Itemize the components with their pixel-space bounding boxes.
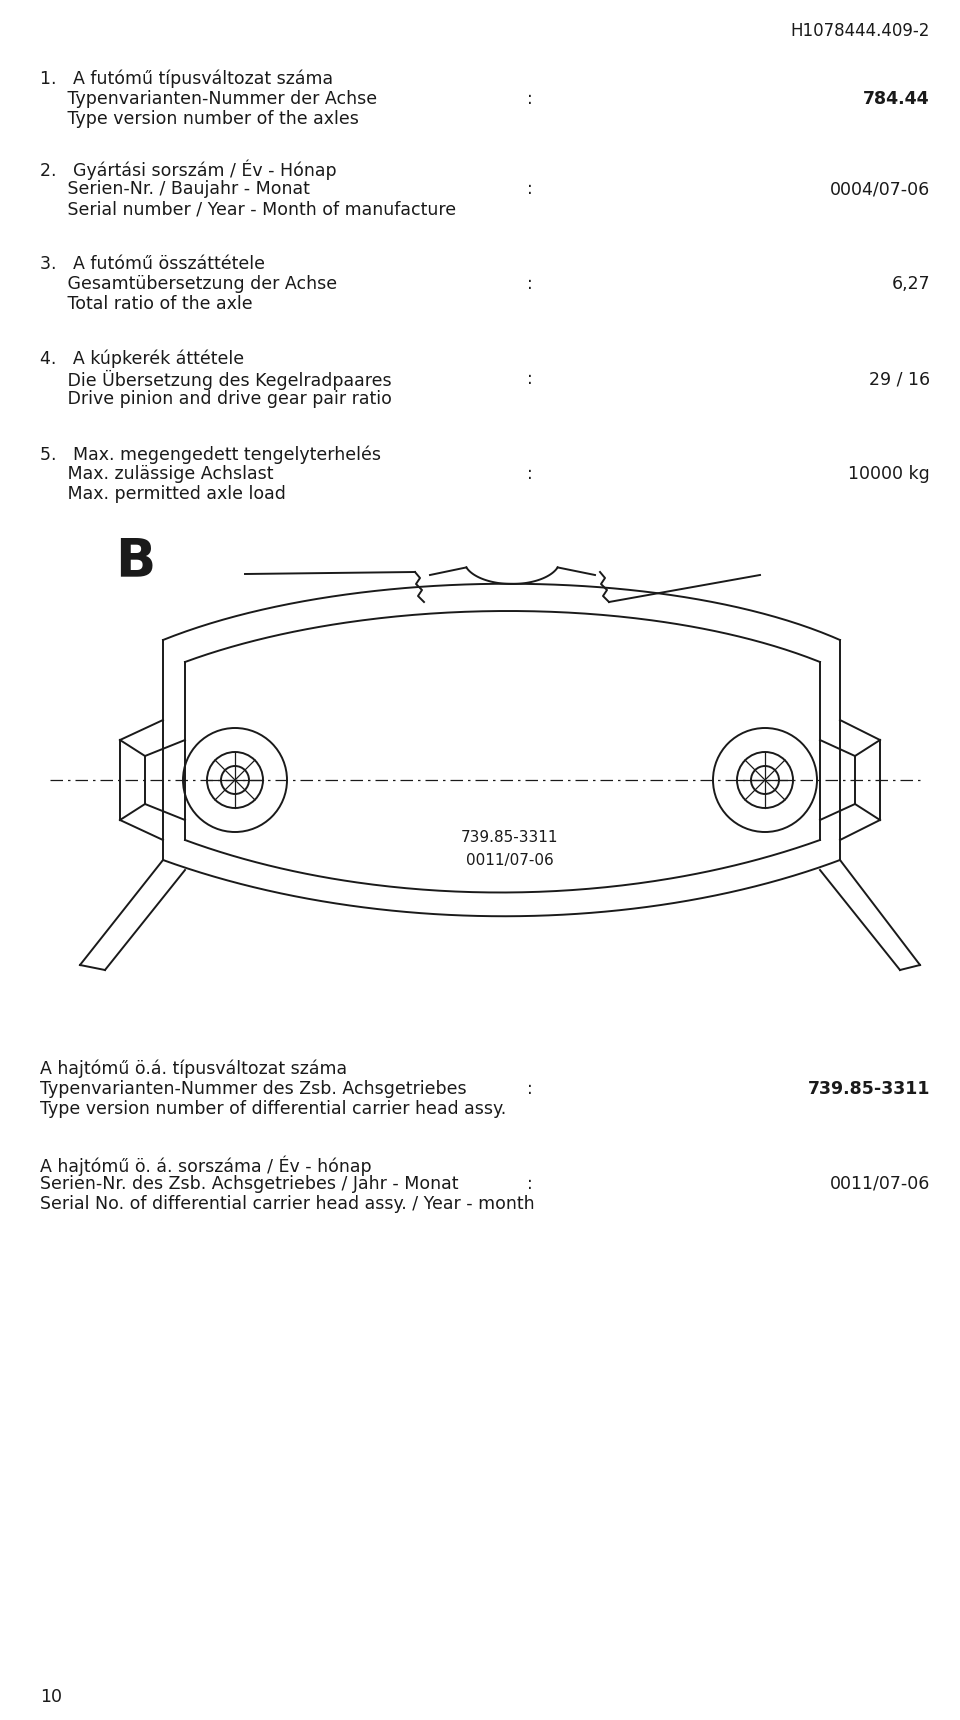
Text: 0011/07-06: 0011/07-06 — [829, 1175, 930, 1194]
Text: 6,27: 6,27 — [892, 275, 930, 292]
Text: Max. zulässige Achslast: Max. zulässige Achslast — [40, 464, 274, 483]
Text: 10000 kg: 10000 kg — [849, 464, 930, 483]
Text: Die Übersetzung des Kegelradpaares: Die Übersetzung des Kegelradpaares — [40, 370, 392, 390]
Text: B: B — [115, 535, 156, 587]
Text: Gesamtübersetzung der Achse: Gesamtübersetzung der Achse — [40, 275, 337, 292]
Text: 739.85-3311: 739.85-3311 — [461, 831, 559, 845]
Text: Max. permitted axle load: Max. permitted axle load — [40, 485, 286, 502]
Text: A hajtómű ö. á. sorszáma / Év - hónap: A hajtómű ö. á. sorszáma / Év - hónap — [40, 1156, 372, 1175]
Text: Serial No. of differential carrier head assy. / Year - month: Serial No. of differential carrier head … — [40, 1195, 535, 1213]
Text: :: : — [527, 1175, 533, 1194]
Text: :: : — [527, 370, 533, 389]
Text: :: : — [527, 464, 533, 483]
Text: 784.44: 784.44 — [863, 89, 930, 108]
Text: 0011/07-06: 0011/07-06 — [467, 853, 554, 869]
Text: Typenvarianten-Nummer der Achse: Typenvarianten-Nummer der Achse — [40, 89, 377, 108]
Text: 4.   A kúpkerék áttétele: 4. A kúpkerék áttétele — [40, 349, 244, 368]
Text: Total ratio of the axle: Total ratio of the axle — [40, 296, 252, 313]
Text: :: : — [527, 1080, 533, 1097]
Text: Serien-Nr. des Zsb. Achsgetriebes / Jahr - Monat: Serien-Nr. des Zsb. Achsgetriebes / Jahr… — [40, 1175, 459, 1194]
Text: 5.   Max. megengedett tengelyterhelés: 5. Max. megengedett tengelyterhelés — [40, 445, 381, 463]
Text: 3.   A futómű összáttétele: 3. A futómű összáttétele — [40, 255, 265, 273]
Text: 29 / 16: 29 / 16 — [869, 370, 930, 389]
Text: Serial number / Year - Month of manufacture: Serial number / Year - Month of manufact… — [40, 200, 456, 218]
Text: Type version number of differential carrier head assy.: Type version number of differential carr… — [40, 1101, 506, 1118]
Text: Type version number of the axles: Type version number of the axles — [40, 110, 359, 127]
Text: 1.   A futómű típusváltozat száma: 1. A futómű típusváltozat száma — [40, 71, 333, 88]
Text: 739.85-3311: 739.85-3311 — [807, 1080, 930, 1097]
Text: A hajtómű ö.á. típusváltozat száma: A hajtómű ö.á. típusváltozat száma — [40, 1060, 348, 1078]
Text: 0004/07-06: 0004/07-06 — [829, 181, 930, 198]
Text: :: : — [527, 89, 533, 108]
Text: H1078444.409-2: H1078444.409-2 — [791, 22, 930, 40]
Text: :: : — [527, 275, 533, 292]
Text: 10: 10 — [40, 1687, 62, 1706]
Text: :: : — [527, 181, 533, 198]
Text: Serien-Nr. / Baujahr - Monat: Serien-Nr. / Baujahr - Monat — [40, 181, 310, 198]
Text: 2.   Gyártási sorszám / Év - Hónap: 2. Gyártási sorszám / Év - Hónap — [40, 160, 337, 181]
Text: Drive pinion and drive gear pair ratio: Drive pinion and drive gear pair ratio — [40, 390, 392, 408]
Text: Typenvarianten-Nummer des Zsb. Achsgetriebes: Typenvarianten-Nummer des Zsb. Achsgetri… — [40, 1080, 467, 1097]
